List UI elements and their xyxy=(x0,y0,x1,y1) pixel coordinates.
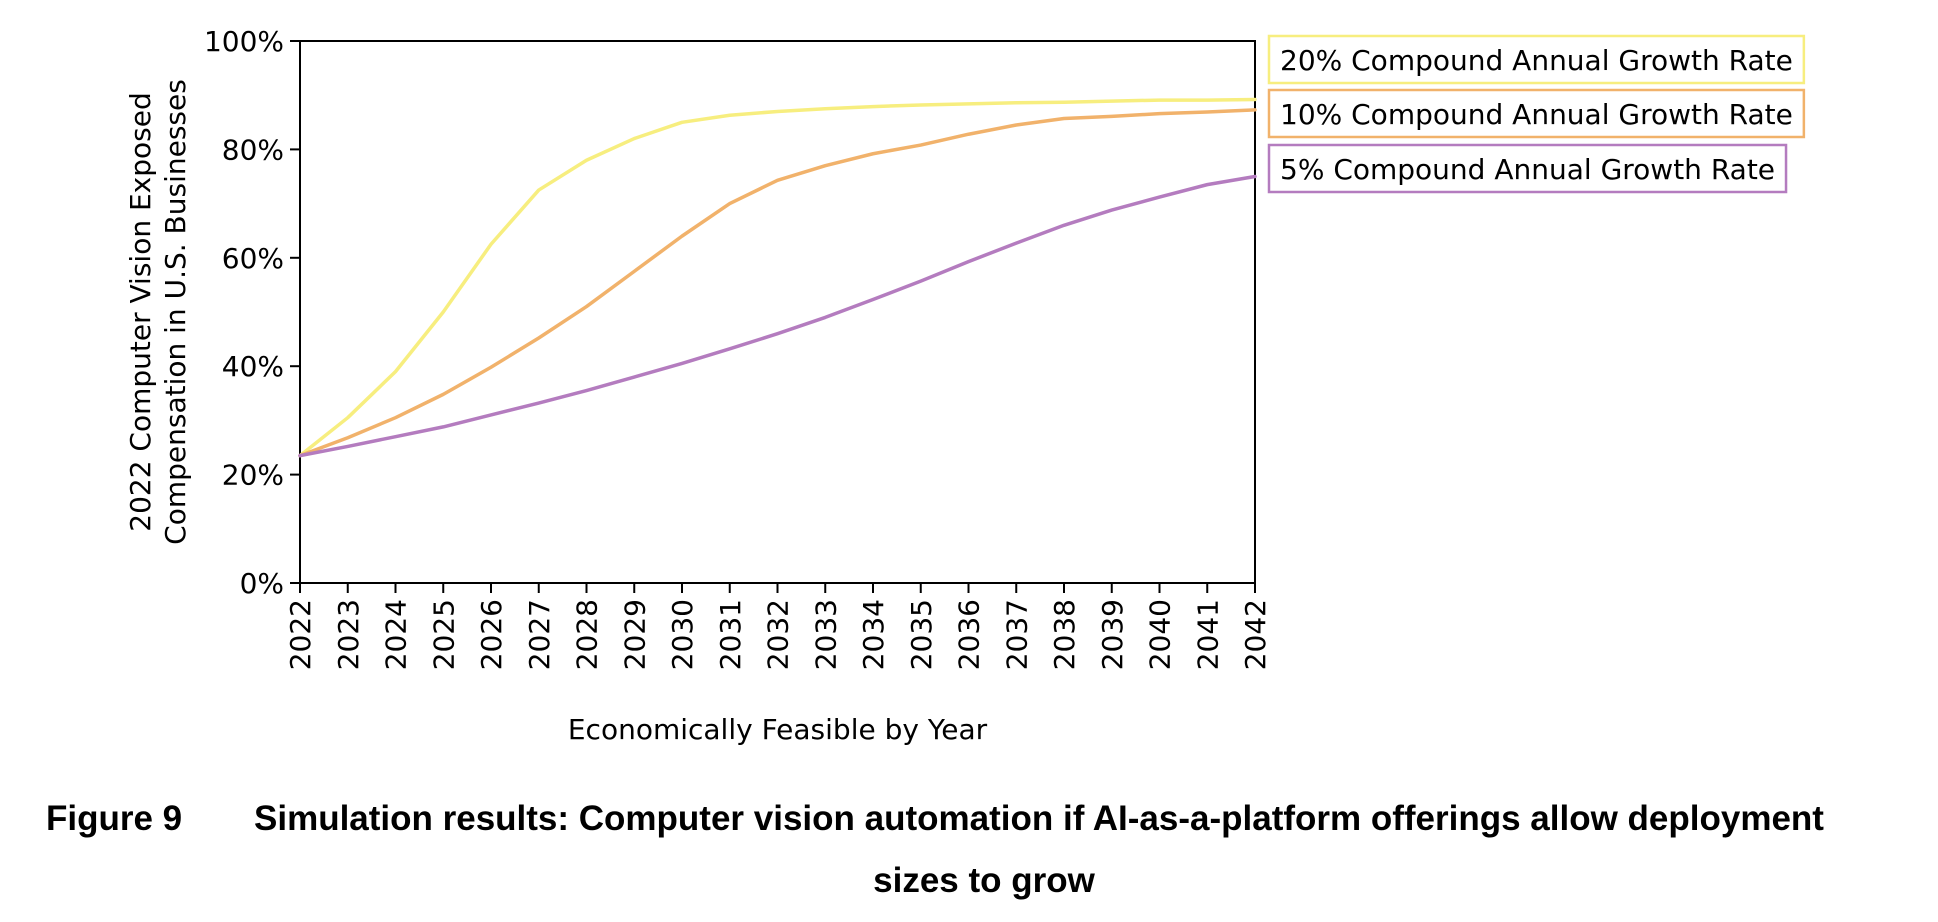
x-tick-label: 2030 xyxy=(666,599,699,670)
x-tick-label: 2038 xyxy=(1048,599,1081,670)
x-tick-label: 2027 xyxy=(523,599,556,670)
figure-number: Figure 9 xyxy=(46,799,183,838)
series-layer xyxy=(298,97,1257,458)
legend-item-2: 10% Compound Annual Growth Rate xyxy=(1267,88,1806,139)
series-line-3 xyxy=(298,174,1257,458)
x-tick-label: 2032 xyxy=(762,599,795,670)
x-tick-label: 2042 xyxy=(1239,599,1272,670)
legend: 20% Compound Annual Growth Rate 10% Compo… xyxy=(1267,34,1806,194)
legend-label: 20% Compound Annual Growth Rate xyxy=(1280,44,1793,77)
y-axis-label: 2022 Computer Vision ExposedCompensation… xyxy=(124,79,192,545)
legend-box xyxy=(1267,143,1788,194)
y-tick-label: 0% xyxy=(240,567,284,600)
x-tick-label: 2024 xyxy=(380,599,413,670)
y-axis: 0% 20% 40% 60% 80% 100% xyxy=(204,25,300,600)
y-tick-label: 20% xyxy=(222,459,284,492)
legend-item-1: 20% Compound Annual Growth Rate xyxy=(1267,34,1806,85)
y-axis-label-line-2: Compensation in U.S. Businesses xyxy=(159,79,192,545)
x-tick-label: 2026 xyxy=(475,599,508,670)
x-tick-label: 2031 xyxy=(714,599,747,670)
x-tick-label: 2037 xyxy=(1000,599,1033,670)
x-axis-label: Economically Feasible by Year xyxy=(568,713,988,746)
legend-item-3: 5% Compound Annual Growth Rate xyxy=(1267,143,1788,194)
x-tick-label: 2035 xyxy=(905,599,938,670)
x-tick-label: 2022 xyxy=(284,599,317,670)
x-tick-label: 2041 xyxy=(1191,599,1224,670)
figure-caption-text: Simulation results: Computer vision auto… xyxy=(254,788,1914,912)
caption-line-1: Simulation results: Computer vision auto… xyxy=(254,799,1824,838)
x-tick-label: 2023 xyxy=(332,599,365,670)
x-tick-label: 2025 xyxy=(427,599,460,670)
x-tick-label: 2034 xyxy=(857,599,890,670)
x-tick-label: 2028 xyxy=(571,599,604,670)
x-axis: 2022 2023 2024 2025 2026 2027 2028 2029 2030 2031… xyxy=(284,583,1272,670)
x-tick-label: 2039 xyxy=(1096,599,1129,670)
y-tick-label: 80% xyxy=(222,133,284,166)
legend-label: 10% Compound Annual Growth Rate xyxy=(1280,98,1793,131)
x-tick-label: 2036 xyxy=(953,599,986,670)
x-tick-label: 2029 xyxy=(618,599,651,670)
series-line-1 xyxy=(298,97,1257,458)
y-tick-label: 40% xyxy=(222,350,284,383)
legend-box xyxy=(1267,34,1806,85)
x-tick-label: 2040 xyxy=(1144,599,1177,670)
caption-line-2: sizes to grow xyxy=(873,861,1095,900)
x-tick-label: 2033 xyxy=(809,599,842,670)
y-axis-label-line-1: 2022 Computer Vision Exposed xyxy=(124,92,157,531)
series-line-2 xyxy=(298,108,1257,458)
legend-box xyxy=(1267,88,1806,139)
y-tick-label: 100% xyxy=(204,25,284,58)
y-tick-label: 60% xyxy=(222,242,284,275)
chart: 0%20%40%60%80%100% 2022 2023 2024 2025 2026 2… xyxy=(124,25,1806,746)
legend-label: 5% Compound Annual Growth Rate xyxy=(1280,153,1775,186)
